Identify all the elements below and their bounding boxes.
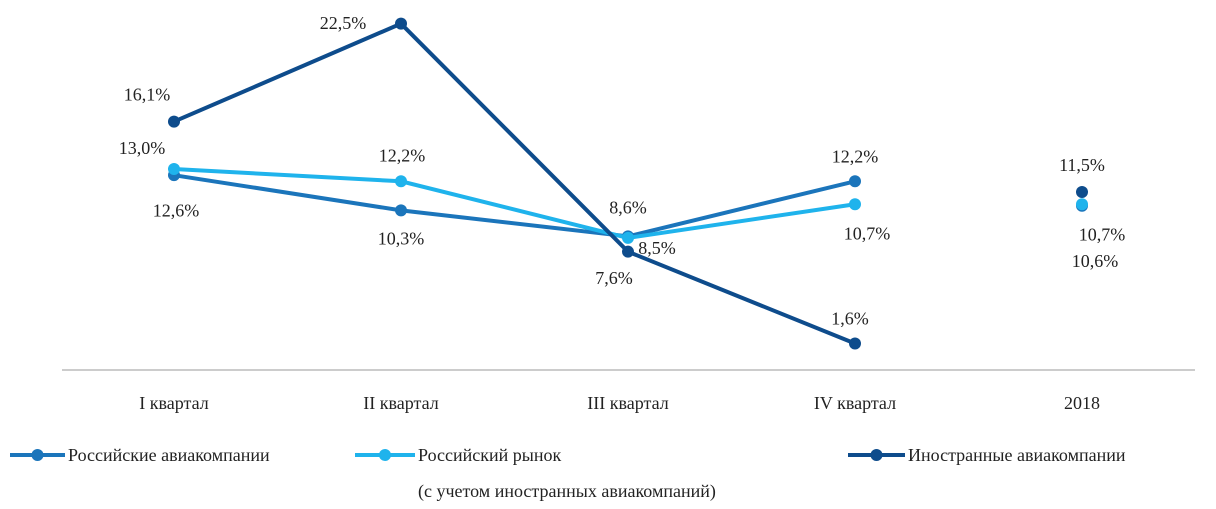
- point: [622, 245, 634, 258]
- data-label: 10,6%: [1072, 251, 1119, 271]
- data-label: 12,2%: [379, 145, 426, 165]
- point: [849, 175, 861, 188]
- data-label: 12,2%: [832, 146, 879, 166]
- series-line: [173, 21, 856, 346]
- point: [395, 17, 407, 30]
- data-label: 10,3%: [378, 228, 425, 248]
- data-label: 8,6%: [609, 198, 647, 218]
- legend-marker: [31, 449, 44, 461]
- x-tick-label: 2018: [1064, 393, 1100, 413]
- data-label: 16,1%: [124, 85, 171, 105]
- x-tick-label: III квартал: [587, 393, 668, 413]
- data-label: 8,5%: [638, 238, 676, 258]
- data-label: 13,0%: [119, 138, 166, 158]
- point: [168, 163, 180, 176]
- legend-label: Российский рынок (с учетом иностранных а…: [418, 445, 716, 501]
- data-label: 10,7%: [1079, 224, 1126, 244]
- data-label: 7,6%: [595, 268, 633, 288]
- legend-label: Иностранные авиакомпании: [908, 445, 1126, 465]
- point: [395, 204, 407, 217]
- legend-label: Российские авиакомпании: [68, 445, 270, 465]
- x-tick-label: IV квартал: [814, 393, 896, 413]
- total-point: [1076, 186, 1088, 198]
- point: [395, 175, 407, 188]
- legend-marker: [870, 449, 883, 461]
- x-tick-label: I квартал: [139, 393, 208, 413]
- x-tick-label: II квартал: [363, 393, 438, 413]
- point: [622, 231, 634, 244]
- point: [849, 198, 861, 211]
- point: [849, 337, 861, 350]
- data-label: 1,6%: [831, 309, 869, 329]
- legend-marker: [379, 449, 391, 461]
- series-line: [173, 167, 856, 240]
- total-point: [1076, 198, 1088, 211]
- data-label: 12,6%: [153, 200, 200, 220]
- data-label: 11,5%: [1059, 155, 1105, 175]
- series-line: [173, 173, 856, 239]
- point: [168, 115, 180, 128]
- data-label: 22,5%: [320, 13, 367, 33]
- data-label: 10,7%: [844, 223, 891, 243]
